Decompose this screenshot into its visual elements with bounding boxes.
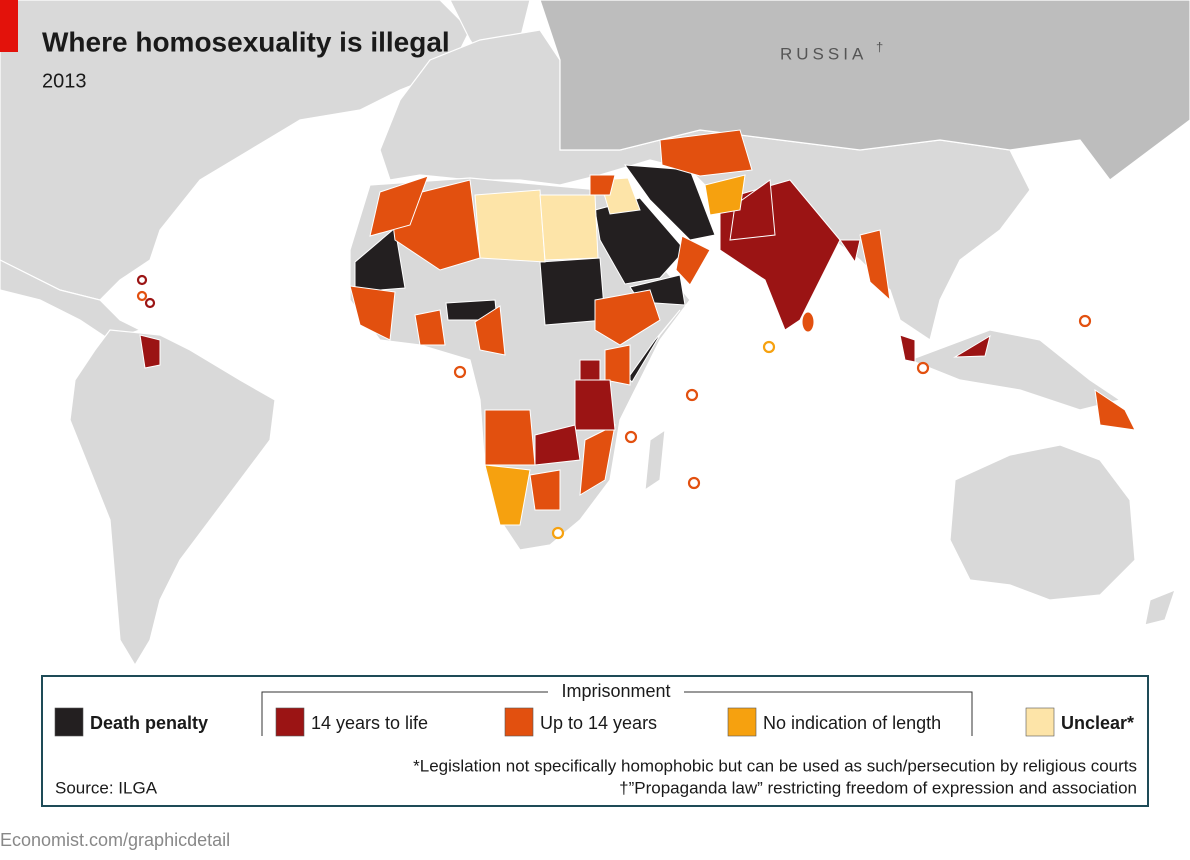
legend-box bbox=[41, 675, 1149, 807]
country bbox=[953, 334, 991, 358]
legend-swatch bbox=[727, 707, 757, 737]
country bbox=[484, 464, 531, 526]
country bbox=[899, 334, 916, 363]
legend-swatch bbox=[54, 707, 84, 737]
country bbox=[484, 409, 536, 466]
group-title: Imprisonment bbox=[561, 681, 670, 701]
island bbox=[136, 274, 148, 286]
accent-bar bbox=[0, 0, 18, 52]
land bbox=[908, 329, 1122, 411]
country bbox=[574, 379, 616, 431]
country bbox=[589, 174, 616, 196]
legend-label: Up to 14 years bbox=[540, 713, 657, 733]
island bbox=[144, 297, 156, 309]
country bbox=[474, 305, 506, 356]
legend-swatch bbox=[504, 707, 534, 737]
island bbox=[136, 290, 148, 302]
land bbox=[949, 444, 1136, 601]
russia bbox=[539, 0, 1190, 181]
country bbox=[529, 469, 561, 511]
legend-items: Death penalty 14 years to life Up to 14 ye… bbox=[54, 707, 1134, 737]
map-label-mark: † bbox=[876, 39, 883, 54]
island bbox=[453, 365, 467, 379]
legend-label: Unclear* bbox=[1061, 713, 1134, 733]
map-label: RUSSIA bbox=[780, 44, 867, 63]
country bbox=[594, 289, 661, 346]
country bbox=[675, 235, 711, 286]
legend: Imprisonment Death penalty 14 years to li… bbox=[41, 675, 1149, 807]
footer: Economist.com/graphicdetail bbox=[0, 830, 230, 850]
country bbox=[659, 129, 753, 177]
country bbox=[594, 197, 686, 285]
country bbox=[369, 175, 429, 237]
island bbox=[1078, 314, 1092, 328]
country bbox=[627, 309, 681, 383]
country bbox=[801, 311, 815, 333]
island bbox=[551, 526, 565, 540]
note: †”Propaganda law” restricting freedom of… bbox=[619, 778, 1137, 797]
land bbox=[1144, 588, 1176, 626]
country bbox=[539, 194, 599, 261]
island bbox=[624, 430, 638, 444]
country bbox=[579, 359, 601, 381]
country bbox=[349, 285, 396, 341]
title: Where homosexuality is illegal bbox=[42, 26, 450, 57]
country bbox=[859, 229, 891, 302]
country bbox=[139, 334, 161, 369]
legend-label: 14 years to life bbox=[311, 713, 428, 733]
country bbox=[414, 309, 446, 346]
country bbox=[534, 424, 581, 466]
country bbox=[1094, 388, 1136, 431]
land bbox=[69, 329, 276, 667]
land bbox=[644, 428, 666, 492]
legend-swatch bbox=[1025, 707, 1055, 737]
subtitle: 2013 bbox=[42, 70, 87, 92]
country bbox=[354, 227, 406, 293]
legend-label: No indication of length bbox=[763, 713, 941, 733]
note: *Legislation not specifically homophobic… bbox=[413, 756, 1137, 775]
legend-label: Death penalty bbox=[90, 713, 208, 733]
island bbox=[762, 340, 776, 354]
island bbox=[685, 388, 699, 402]
country bbox=[729, 179, 776, 241]
country bbox=[704, 174, 746, 216]
group-bracket bbox=[261, 691, 973, 736]
island bbox=[687, 476, 701, 490]
legend-swatch bbox=[275, 707, 305, 737]
country bbox=[474, 189, 546, 263]
island bbox=[916, 361, 930, 375]
country bbox=[839, 239, 861, 264]
map: RUSSIA † bbox=[0, 0, 1190, 667]
country bbox=[604, 344, 631, 386]
source: Source: ILGA bbox=[55, 778, 158, 797]
